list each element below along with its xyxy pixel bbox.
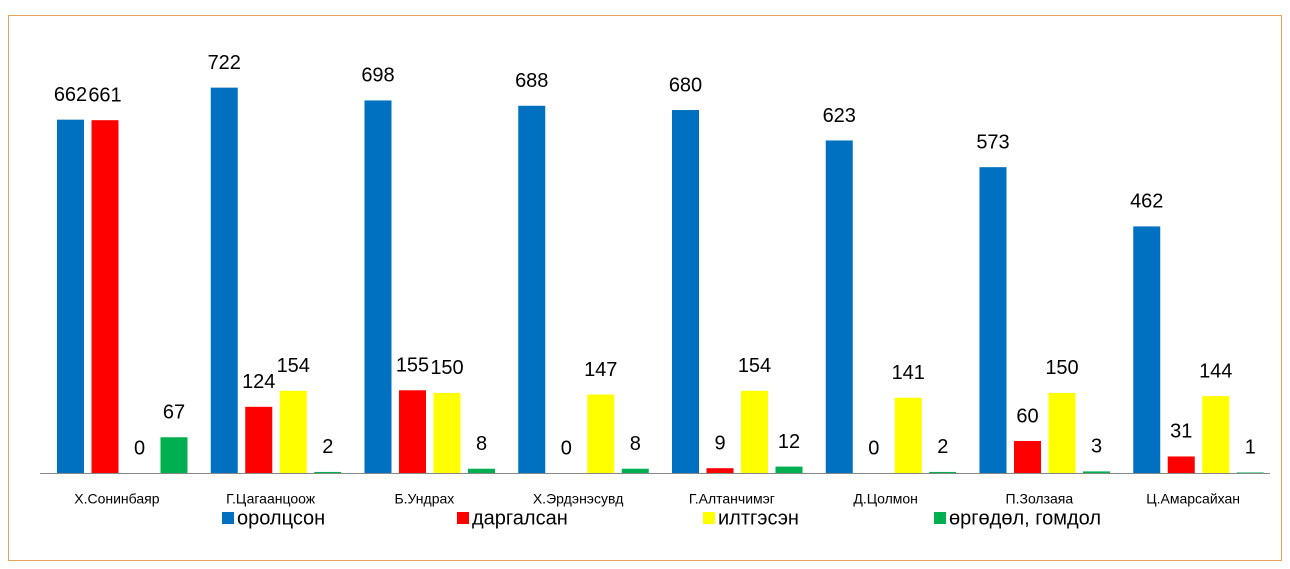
- data-label: 0: [134, 437, 145, 459]
- data-label: 573: [976, 131, 1009, 153]
- bar: [741, 390, 768, 473]
- data-label: 124: [242, 371, 275, 393]
- x-tick-label: П.Золзаяа: [1006, 491, 1074, 507]
- bar: [57, 119, 84, 473]
- x-tick-label: Б.Ундрах: [394, 491, 454, 507]
- bar: [979, 167, 1007, 473]
- legend-label: илтгэсэн: [718, 507, 799, 529]
- bar: [1167, 456, 1195, 473]
- bar: [825, 140, 853, 473]
- legend-swatch: [222, 512, 234, 524]
- data-label: 12: [778, 431, 800, 453]
- data-label: 141: [892, 362, 925, 384]
- data-label: 1: [1245, 437, 1256, 459]
- data-label: 0: [561, 437, 572, 459]
- legend-swatch: [703, 512, 715, 524]
- data-label: 8: [476, 433, 487, 455]
- x-tick-label: Г.Цагаанцоож: [226, 491, 316, 507]
- bar: [1202, 396, 1230, 473]
- bar: [1014, 440, 1041, 473]
- bar: [210, 87, 238, 473]
- data-label: 31: [1170, 421, 1192, 443]
- chart-frame: [8, 15, 1282, 561]
- data-label: 147: [584, 359, 617, 381]
- bar: [1083, 471, 1110, 473]
- bar: [245, 406, 273, 473]
- data-label: 67: [163, 402, 185, 424]
- bar: [1236, 472, 1264, 473]
- bar: [399, 390, 426, 473]
- bar: [433, 392, 461, 473]
- bar: [364, 100, 392, 473]
- bar: [672, 110, 699, 474]
- bar: [706, 468, 734, 473]
- data-label: 661: [88, 84, 121, 106]
- bar: [1133, 226, 1161, 473]
- data-label: 722: [208, 52, 241, 74]
- data-label: 0: [868, 437, 879, 459]
- x-tick-label: Д.Цолмон: [853, 491, 918, 507]
- legend-swatch: [934, 512, 946, 524]
- bar: [621, 468, 649, 473]
- data-label: 60: [1016, 405, 1038, 427]
- bar: [775, 466, 803, 473]
- data-label: 154: [738, 355, 771, 377]
- bar: [929, 471, 957, 473]
- x-tick-label: Г.Алтанчимэг: [689, 491, 775, 507]
- legend-label: өргөдөл, гомдол: [949, 507, 1101, 529]
- data-label: 154: [277, 355, 310, 377]
- bar: [279, 390, 307, 473]
- bar: [160, 437, 188, 473]
- data-label: 2: [937, 436, 948, 458]
- data-label: 680: [669, 74, 702, 96]
- bar: [314, 471, 342, 473]
- data-label: 150: [1045, 357, 1078, 379]
- bar: [587, 394, 615, 473]
- x-tick-label: Ц.Амарсайхан: [1146, 491, 1240, 507]
- data-label: 150: [430, 357, 463, 379]
- data-label: 2: [322, 436, 333, 458]
- bar: [468, 468, 495, 473]
- legend-label: даргалсан: [472, 507, 568, 529]
- bar: [91, 120, 119, 473]
- legend-swatch: [457, 512, 469, 524]
- bar: [518, 105, 546, 473]
- data-label: 8: [630, 433, 641, 455]
- x-tick-label: Х.Сонинбаяр: [74, 491, 159, 507]
- data-label: 9: [714, 432, 725, 454]
- data-label: 144: [1199, 360, 1232, 382]
- bar: [894, 397, 922, 473]
- data-label: 662: [54, 84, 87, 106]
- data-label: 623: [823, 105, 856, 127]
- bar: [1048, 392, 1076, 473]
- data-label: 155: [396, 355, 429, 377]
- legend-label: оролцсон: [237, 507, 325, 529]
- data-label: 698: [361, 65, 394, 87]
- data-label: 3: [1091, 436, 1102, 458]
- data-label: 462: [1130, 191, 1163, 213]
- data-label: 688: [515, 70, 548, 92]
- x-tick-label: Х.Эрдэнэсувд: [533, 491, 624, 507]
